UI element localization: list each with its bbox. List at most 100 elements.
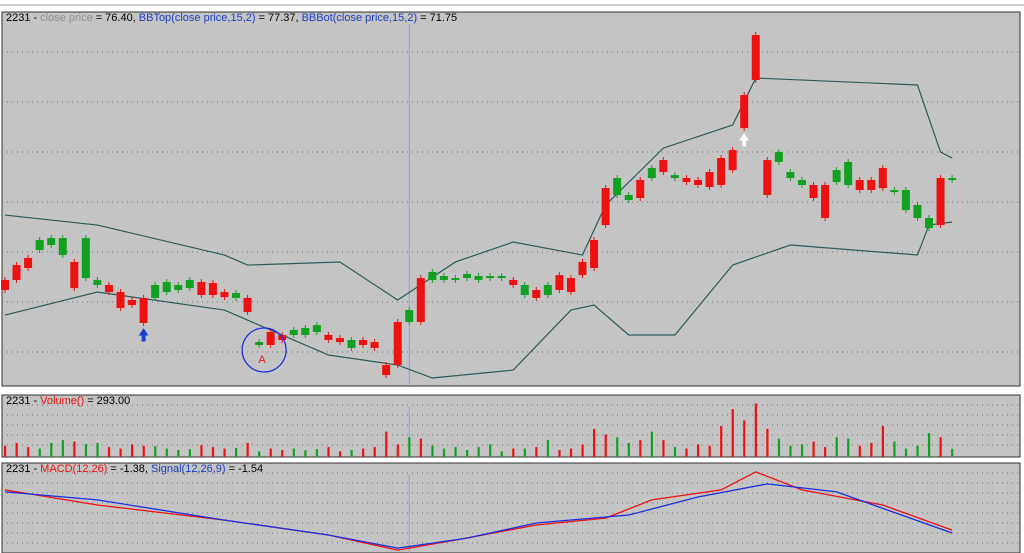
candle xyxy=(936,178,945,226)
volume-bar xyxy=(731,409,734,457)
candle xyxy=(393,321,402,366)
volume-bar xyxy=(650,431,653,457)
volume-bar xyxy=(535,447,538,457)
candle xyxy=(509,279,518,285)
candle xyxy=(682,178,691,183)
candle xyxy=(451,278,460,280)
panel-background xyxy=(1,462,1021,553)
volume-bar xyxy=(558,449,561,457)
candle xyxy=(81,238,90,279)
candle xyxy=(266,332,275,346)
candle xyxy=(497,275,506,279)
volume-bar xyxy=(188,449,191,457)
volume-bar xyxy=(800,444,804,457)
candle xyxy=(289,329,298,335)
candle xyxy=(774,152,783,162)
volume-bar xyxy=(61,440,64,457)
volume-bar xyxy=(720,426,723,457)
candle xyxy=(844,161,853,185)
legend-value: 77.37 xyxy=(268,12,296,24)
candle xyxy=(925,218,933,229)
volume-bar xyxy=(408,437,411,457)
candle xyxy=(255,342,264,346)
signal-arrow xyxy=(739,133,750,147)
volume-bar xyxy=(50,442,53,457)
volume-bar xyxy=(500,451,503,457)
candle xyxy=(890,190,899,193)
legend-name: BBBot(close price,15,2) xyxy=(302,12,418,24)
volume-bar xyxy=(847,438,850,457)
volume-bar xyxy=(419,438,422,457)
candle xyxy=(324,334,333,340)
volume-bar xyxy=(928,433,931,457)
volume-bar xyxy=(15,442,18,457)
panel: 2231- close price = 76.40, BBTop(close price… xyxy=(1,11,1021,387)
volume-bar xyxy=(131,444,134,457)
symbol: 2231 xyxy=(6,395,30,407)
candle xyxy=(139,297,148,324)
legend-name: BBTop(close price,15,2) xyxy=(139,12,256,24)
volume-bar xyxy=(870,442,873,457)
candle xyxy=(566,278,575,293)
candle xyxy=(93,279,102,285)
volume-bar xyxy=(327,447,330,457)
separator: , xyxy=(145,463,148,475)
volume-bar xyxy=(512,448,515,457)
volume-bar xyxy=(777,438,781,457)
volume-bar xyxy=(258,451,261,457)
volume-bar xyxy=(581,444,584,457)
candle xyxy=(335,338,344,343)
candle xyxy=(728,150,737,171)
candle xyxy=(312,325,321,333)
volume-bar xyxy=(812,441,815,457)
volume-bar xyxy=(281,449,284,457)
symbol: 2231 xyxy=(6,12,30,24)
candle xyxy=(486,275,495,279)
volume-bar xyxy=(107,447,111,457)
legend-value: 71.75 xyxy=(430,12,458,24)
volume-bar xyxy=(396,444,399,457)
candle xyxy=(208,283,217,296)
candle xyxy=(35,239,44,251)
candle xyxy=(70,261,79,289)
candle xyxy=(786,172,795,179)
volume-bar xyxy=(858,445,861,457)
volume-bar xyxy=(627,442,630,457)
legend-name: close price xyxy=(40,12,93,24)
candle xyxy=(948,178,957,180)
volume-bar xyxy=(292,448,295,457)
candle xyxy=(359,339,368,346)
legend-name: Signal(12,26,9) xyxy=(151,463,226,475)
volume-bar xyxy=(893,441,896,457)
candle xyxy=(174,284,183,290)
separator: = xyxy=(96,12,102,24)
candle xyxy=(590,239,599,269)
volume-bar xyxy=(304,450,307,457)
volume-bar xyxy=(789,445,792,457)
candle xyxy=(428,272,437,280)
volume-bar xyxy=(697,444,700,457)
candle xyxy=(647,168,656,179)
candle xyxy=(151,284,160,298)
candle xyxy=(128,300,137,306)
candle xyxy=(232,293,240,298)
candle xyxy=(1,279,9,290)
volume-bar xyxy=(951,448,954,457)
volume-bar xyxy=(569,448,573,457)
candle xyxy=(809,184,818,198)
candle xyxy=(416,278,425,322)
candle xyxy=(474,275,483,280)
volume-bar xyxy=(835,437,838,457)
candle xyxy=(613,178,622,196)
candle xyxy=(520,284,529,296)
bollinger-band xyxy=(4,221,953,379)
legend-name: MACD(12,26) xyxy=(40,463,107,475)
volume-bar xyxy=(73,441,76,457)
volume-bar xyxy=(673,447,677,457)
volume-bar xyxy=(604,434,607,457)
candle xyxy=(405,310,414,322)
candle xyxy=(104,284,113,293)
candle xyxy=(878,168,887,189)
candle xyxy=(162,282,171,293)
